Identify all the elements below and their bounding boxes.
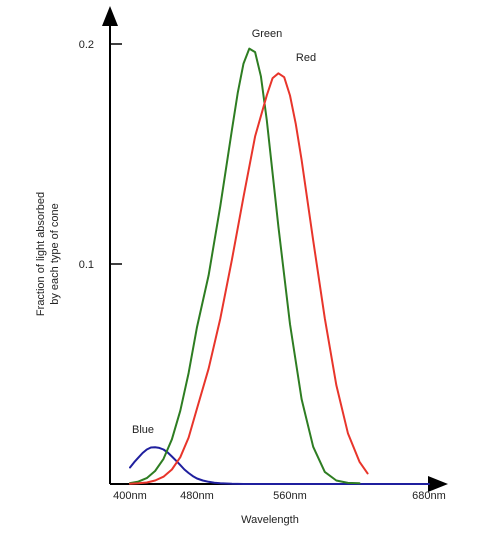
y-axis-label-line-1: Fraction of light absorbed: [35, 192, 47, 316]
x-tick-label: 560nm: [273, 490, 307, 502]
red-cone-curve: [129, 72, 369, 485]
series-label-blue: Blue: [132, 424, 154, 436]
y-tick-label: 0.2: [79, 39, 94, 51]
series-curves: [129, 47, 430, 485]
y-axis-label-line-2: by each type of cone: [49, 203, 61, 305]
series-label-red: Red: [296, 52, 316, 64]
x-tick-label: 400nm: [113, 490, 147, 502]
y-axis-label: Fraction of light absorbed by each type …: [35, 192, 61, 316]
blue-cone-curve: [129, 446, 430, 485]
x-tick-label: 480nm: [180, 490, 214, 502]
x-ticks: 400nm 480nm 560nm 680nm: [113, 490, 446, 502]
x-tick-label: 680nm: [412, 490, 446, 502]
y-tick-label: 0.1: [79, 259, 94, 271]
green-cone-curve: [129, 47, 361, 485]
x-axis-label: Wavelength: [241, 514, 299, 526]
series-label-green: Green: [252, 28, 283, 40]
y-ticks: 0.1 0.2: [79, 39, 122, 271]
